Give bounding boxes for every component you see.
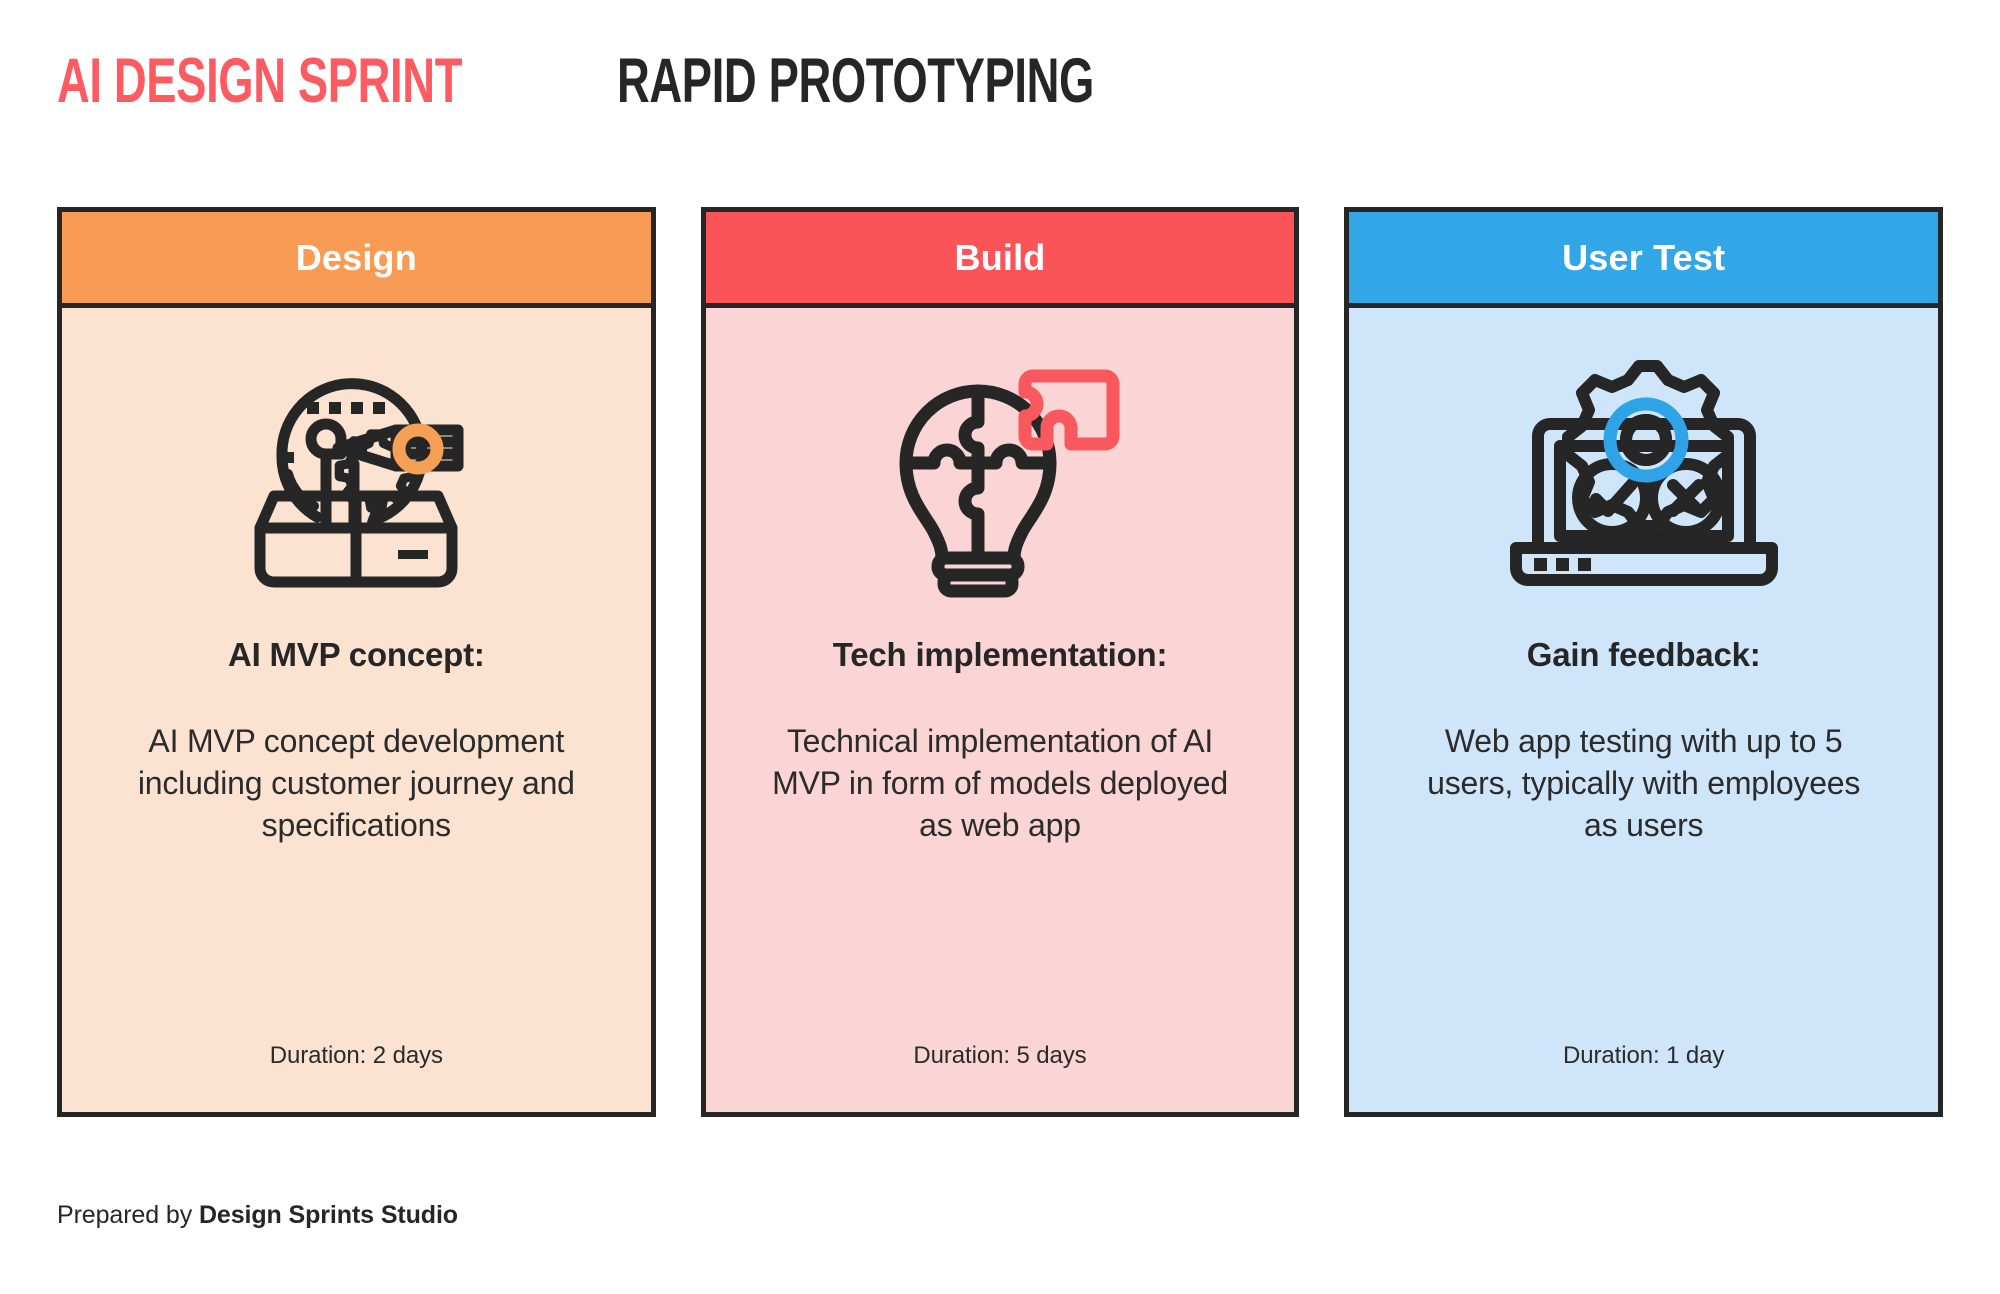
card-body-design: AI MVP concept: AI MVP concept developme…	[62, 308, 651, 1112]
page-title: AI DESIGN SPRINT RAPID PROTOTYPING	[57, 50, 1279, 113]
footer-brand: Design Sprints Studio	[198, 1201, 458, 1229]
card-header-label: User Test	[1562, 236, 1726, 278]
card-heading: Tech implementation:	[832, 636, 1168, 673]
card-usertest[interactable]: User Test	[1344, 207, 1944, 1117]
card-description: Web app testing with up to 5 users, typi…	[1427, 723, 1861, 844]
lightbulb-box-pencil-gear-icon	[222, 320, 490, 620]
page-title-accent: AI DESIGN SPRINT	[57, 46, 463, 116]
card-design[interactable]: Design	[57, 207, 656, 1117]
card-description: Technical implementation of AI MVP in fo…	[772, 723, 1228, 844]
card-header-label: Build	[954, 236, 1046, 278]
card-heading: AI MVP concept:	[227, 636, 485, 673]
card-header-design: Design	[62, 212, 651, 308]
page-title-main: RAPID PROTOTYPING	[616, 46, 1094, 116]
lightbulb-puzzle-icon	[866, 320, 1134, 620]
card-header-build: Build	[705, 212, 1295, 308]
card-row: Design	[57, 207, 1944, 1117]
footer-credit: Prepared by Design Sprints Studio	[57, 1201, 458, 1230]
card-header-usertest: User Test	[1349, 212, 1939, 308]
card-duration: Duration: 5 days	[913, 1042, 1087, 1069]
card-duration: Duration: 1 day	[1563, 1042, 1725, 1069]
card-build[interactable]: Build	[700, 207, 1300, 1117]
card-body-usertest: Gain feedback: Web app testing with up t…	[1349, 308, 1939, 1112]
laptop-gear-check-cross-icon	[1508, 320, 1780, 620]
card-header-label: Design	[295, 236, 417, 278]
footer-prefix: Prepared by	[57, 1201, 199, 1229]
card-description: AI MVP concept development including cus…	[137, 723, 575, 844]
card-heading: Gain feedback:	[1526, 636, 1761, 673]
card-body-build: Tech implementation: Technical implement…	[705, 308, 1295, 1112]
card-duration: Duration: 2 days	[269, 1042, 443, 1069]
